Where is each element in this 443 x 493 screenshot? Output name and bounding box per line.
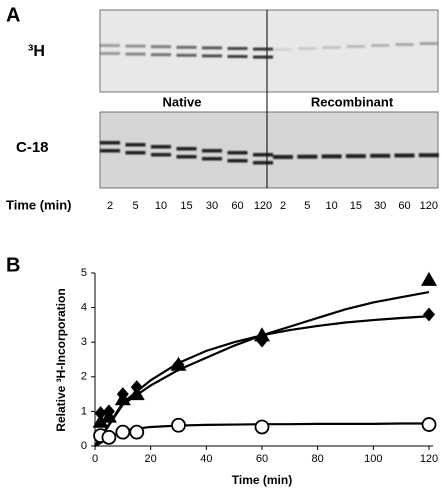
x-tick-label: 40 bbox=[200, 453, 212, 465]
band bbox=[202, 54, 222, 58]
band bbox=[151, 145, 171, 149]
band bbox=[227, 151, 248, 155]
x-tick-label: 100 bbox=[364, 453, 382, 465]
x-tick-label: 80 bbox=[312, 453, 324, 465]
x-tick-label: 60 bbox=[256, 453, 268, 465]
band bbox=[125, 143, 146, 147]
circle-marker bbox=[254, 419, 270, 435]
band bbox=[371, 44, 390, 47]
band bbox=[253, 161, 273, 165]
band bbox=[125, 44, 146, 48]
lane-label: 120 bbox=[254, 200, 272, 212]
y-tick-label: 3 bbox=[81, 336, 87, 348]
gel-bands bbox=[100, 42, 439, 165]
circle-marker bbox=[101, 429, 117, 445]
band bbox=[253, 153, 273, 157]
circle-marker bbox=[421, 417, 437, 432]
y-tick-label: 1 bbox=[81, 405, 87, 417]
band bbox=[100, 149, 120, 153]
band bbox=[227, 159, 248, 163]
row-label: C-18 bbox=[16, 139, 49, 156]
x-tick-label: 20 bbox=[145, 453, 157, 465]
band bbox=[322, 46, 341, 49]
gel-top bbox=[99, 9, 439, 93]
y-axis-label: Relative ³H-Incorporation bbox=[54, 288, 68, 431]
x-tick-label: 0 bbox=[92, 453, 98, 465]
band bbox=[253, 55, 273, 59]
band bbox=[202, 149, 222, 153]
band bbox=[370, 153, 391, 158]
lane-label: 15 bbox=[350, 200, 362, 212]
band bbox=[176, 147, 197, 151]
lane-label: 15 bbox=[180, 200, 192, 212]
triangle-marker bbox=[92, 413, 109, 428]
lane-label: 60 bbox=[398, 200, 410, 212]
group-label: Native bbox=[162, 94, 201, 109]
band bbox=[176, 155, 197, 159]
circle-marker bbox=[171, 417, 186, 433]
band bbox=[202, 157, 222, 161]
lane-label: 2 bbox=[107, 200, 113, 212]
lane-label: 10 bbox=[325, 200, 337, 212]
time-label: Time (min) bbox=[6, 197, 72, 212]
band bbox=[419, 42, 438, 45]
band bbox=[100, 44, 120, 47]
triangle-marker bbox=[421, 271, 437, 286]
band bbox=[321, 154, 342, 159]
diamond-marker bbox=[423, 307, 435, 322]
lane-label: 2 bbox=[280, 200, 286, 212]
diamond-marker bbox=[102, 404, 115, 419]
band bbox=[125, 52, 146, 56]
lane-label: 5 bbox=[304, 200, 310, 212]
diamond-marker bbox=[94, 406, 107, 421]
band bbox=[346, 45, 365, 48]
diamond-marker bbox=[116, 387, 129, 402]
band bbox=[227, 55, 248, 58]
y-tick-label: 4 bbox=[81, 302, 87, 314]
lane-label: 30 bbox=[374, 200, 386, 212]
lane-label: 10 bbox=[155, 200, 167, 212]
band bbox=[298, 47, 317, 50]
lane-label: 60 bbox=[231, 200, 243, 212]
diamond-marker bbox=[256, 333, 268, 348]
band bbox=[176, 53, 197, 57]
panel-b: B Time (min) Relative ³H-Incorporation 0… bbox=[6, 254, 438, 487]
band bbox=[297, 154, 318, 159]
circle-marker bbox=[115, 424, 131, 440]
panel-label: B bbox=[6, 254, 20, 276]
lane-label: 30 bbox=[206, 200, 218, 212]
x-tick-label: 120 bbox=[420, 453, 438, 465]
band bbox=[274, 48, 292, 51]
band bbox=[100, 52, 120, 55]
gel-bottom bbox=[99, 111, 439, 189]
y-tick-label: 0 bbox=[81, 440, 87, 452]
diamond-marker bbox=[172, 357, 185, 372]
panel-label: A bbox=[6, 4, 20, 26]
band bbox=[125, 151, 146, 155]
band bbox=[100, 141, 120, 145]
y-tick-label: 2 bbox=[81, 371, 87, 383]
band bbox=[176, 45, 197, 49]
circle-marker bbox=[129, 424, 145, 440]
band bbox=[418, 153, 439, 158]
band bbox=[394, 153, 415, 158]
band bbox=[202, 46, 222, 50]
lane-label: 5 bbox=[132, 200, 138, 212]
group-label: Recombinant bbox=[311, 94, 394, 109]
row-label: ³H bbox=[28, 43, 45, 60]
band bbox=[253, 47, 273, 51]
band bbox=[395, 43, 414, 46]
diamond-marker bbox=[130, 380, 143, 395]
band bbox=[227, 47, 248, 50]
lane-label: 120 bbox=[420, 200, 438, 212]
band bbox=[345, 154, 366, 159]
band bbox=[151, 45, 171, 49]
band bbox=[151, 153, 171, 157]
band bbox=[273, 155, 293, 159]
y-tick-label: 5 bbox=[81, 267, 87, 279]
x-axis-label: Time (min) bbox=[232, 473, 292, 487]
panel-a: A ³H C-18 Native Recombinant Time (min) bbox=[6, 4, 439, 212]
band bbox=[151, 53, 171, 57]
